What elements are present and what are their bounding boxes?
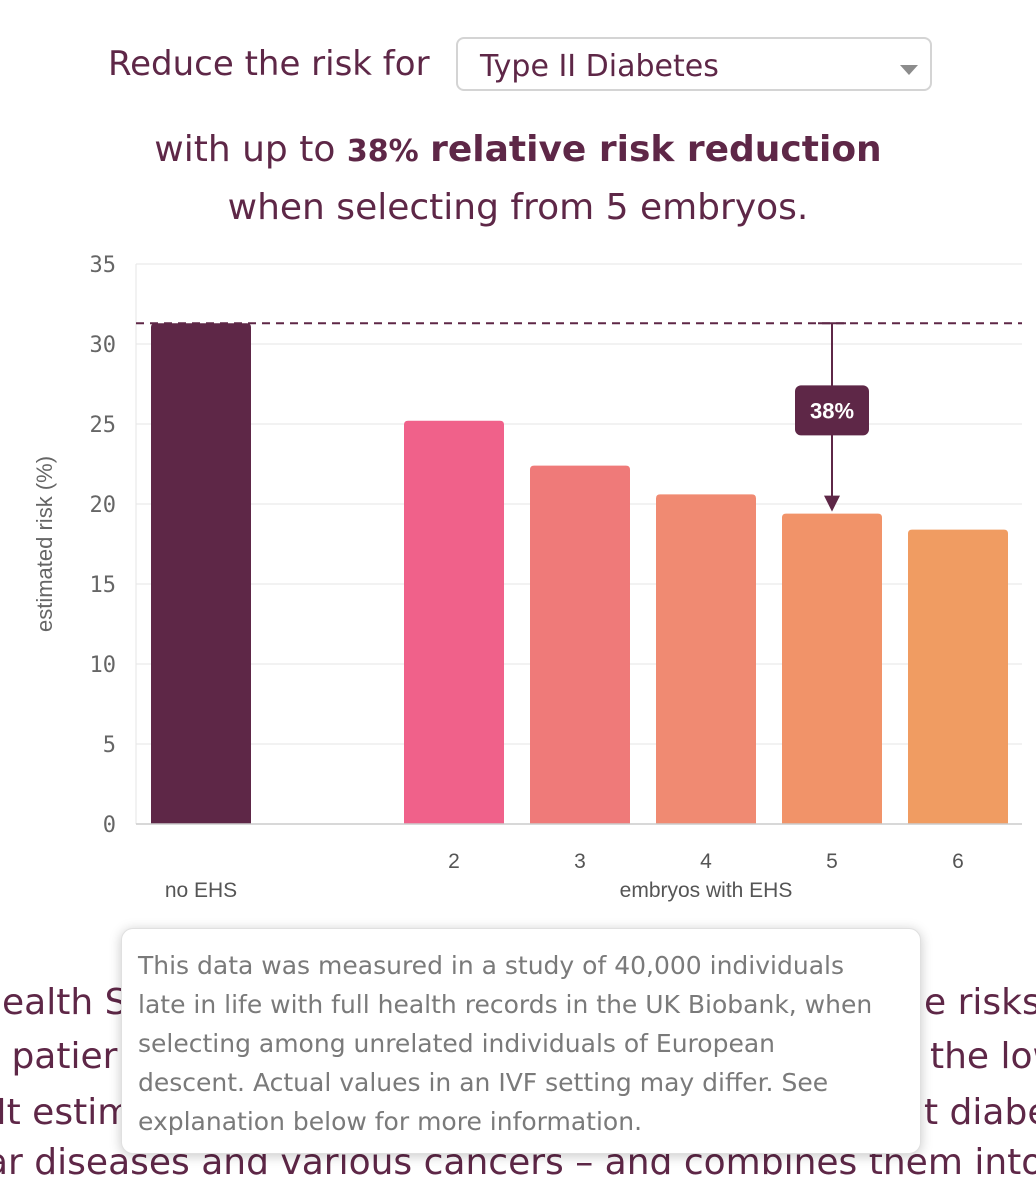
y-tick-label: 5	[103, 733, 116, 758]
x-tick-label: 4	[700, 850, 712, 873]
headline-bold: relative risk reduction	[430, 129, 882, 170]
y-tick-label: 20	[90, 493, 117, 518]
body-text-fragment: It estim	[0, 1092, 133, 1133]
risk-selector-row: Reduce the risk for Type II Diabetes	[0, 36, 1036, 94]
y-tick-label: 15	[90, 573, 117, 598]
y-tick-label: 35	[90, 253, 117, 278]
annotation-badge	[795, 385, 869, 436]
bar-no-ehs	[151, 323, 251, 824]
headline-line-1: with up to 38% relative risk reduction	[0, 122, 1036, 180]
risk-reduction-headline: with up to 38% relative risk reduction w…	[0, 122, 1036, 236]
body-text-fragment: lealth S	[0, 982, 128, 1023]
x-tick-label: 6	[952, 850, 964, 873]
headline-prefix: with up to	[154, 129, 336, 170]
chevron-down-icon[interactable]	[900, 65, 918, 75]
x-tick-label: 5	[826, 850, 838, 873]
body-text-fragment: e risks	[924, 982, 1036, 1023]
annotation-arrow-head	[824, 495, 840, 512]
disease-select[interactable]: Type II Diabetes	[456, 37, 932, 91]
y-tick-label: 10	[90, 653, 117, 678]
selector-label: Reduce the risk for	[108, 44, 430, 84]
y-tick-label: 25	[90, 413, 117, 438]
x-tick-label: 2	[448, 850, 460, 873]
y-axis-label: estimated risk (%)	[32, 456, 57, 632]
tooltip-text: This data was measured in a study of 40,…	[138, 951, 873, 1136]
body-text-fragment: the low	[930, 1036, 1036, 1077]
bar-5	[782, 513, 882, 824]
bar-6	[908, 529, 1008, 824]
body-text-fragment: t diabe	[924, 1092, 1036, 1133]
x-tick-label: 3	[574, 850, 586, 873]
x-group-label-no-ehs: no EHS	[165, 879, 237, 902]
headline-line-2: when selecting from 5 embryos.	[227, 187, 809, 228]
y-tick-label: 0	[103, 813, 116, 838]
risk-bar-chart: 0 5 10 15 20 25 30 35 estimated risk (%) 2 3 4 5 6 no …	[32, 253, 1022, 902]
disease-select-value: Type II Diabetes	[480, 49, 719, 84]
x-group-label-ehs: embryos with EHS	[620, 879, 793, 902]
data-source-tooltip: This data was measured in a study of 40,…	[121, 928, 921, 1154]
bar-4	[656, 494, 756, 824]
bar-2	[404, 420, 504, 824]
y-tick-label: 30	[90, 333, 117, 358]
annotation-label: 38%	[810, 398, 854, 423]
headline-percent: 38%	[346, 134, 419, 169]
body-text-fragment: l patier	[0, 1036, 118, 1077]
bar-3	[530, 465, 630, 824]
